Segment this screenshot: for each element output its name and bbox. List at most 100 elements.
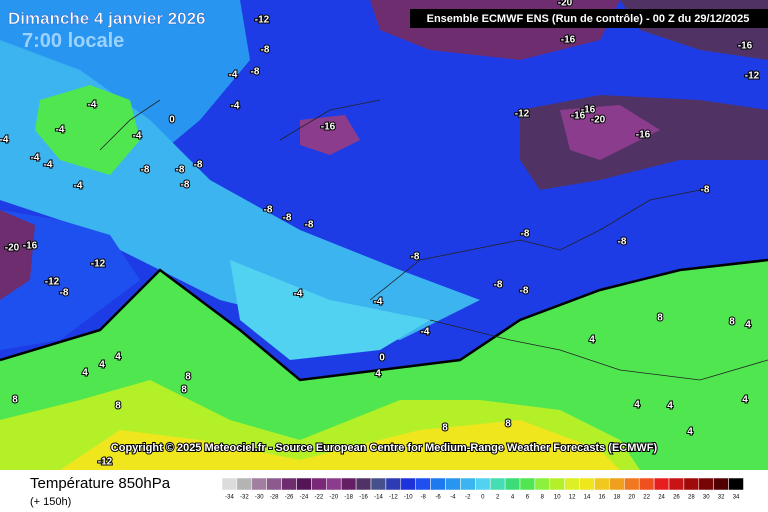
legend-cell [370, 477, 387, 491]
map-label: 4 [634, 400, 640, 411]
map-label: 0 [379, 353, 385, 364]
legend-cell [549, 477, 565, 491]
map-label: -20 [591, 115, 606, 126]
legend-tick-label: 4 [511, 495, 515, 501]
legend-tick-label: -32 [240, 495, 249, 501]
map-label: -8 [411, 252, 420, 263]
legend-tick-label: -14 [374, 495, 383, 501]
map-label: -8 [141, 165, 150, 176]
legend-tick-label: 0 [481, 495, 485, 501]
legend-cell [728, 477, 744, 491]
legend-cell [683, 477, 700, 491]
map-label: -8 [60, 288, 69, 299]
map-label: 4 [99, 360, 105, 371]
map-label: 8 [505, 419, 511, 430]
legend-tick-label: 22 [643, 495, 650, 501]
legend-tick-label: 24 [658, 495, 665, 501]
legend-cell [266, 477, 282, 491]
legend-cell [400, 477, 416, 491]
legend-tick-label: -30 [255, 495, 264, 501]
map-label: -16 [571, 111, 586, 122]
legend-cell [668, 477, 685, 491]
map-label: -4 [56, 125, 65, 136]
map-label: -8 [521, 229, 530, 240]
legend-cell [504, 477, 521, 491]
map-label: -20 [5, 243, 20, 254]
map-label: 4 [115, 352, 121, 363]
map-label: 4 [742, 395, 748, 406]
legend-tick-label: 32 [718, 495, 725, 501]
legend-cell [594, 477, 610, 491]
map-label: -8 [251, 67, 260, 78]
legend-cell [385, 477, 402, 491]
lead-time: (+ 150h) [30, 496, 71, 508]
legend-cell [519, 477, 536, 491]
map-label: -8 [494, 280, 503, 291]
map-label: 8 [115, 401, 121, 412]
legend-cell [311, 477, 327, 491]
map-label: 4 [745, 320, 751, 331]
legend-cell [281, 477, 297, 491]
legend-cell [236, 477, 253, 491]
legend-cell [340, 477, 357, 491]
map-label: 8 [185, 372, 191, 383]
legend-cell [430, 477, 446, 491]
legend-cell [698, 477, 714, 491]
parameter-title: Température 850hPa [30, 475, 171, 492]
legend-tick-label: -22 [315, 495, 324, 501]
map-label: -20 [558, 0, 573, 9]
legend-cell [609, 477, 625, 491]
legend-tick-label: 18 [614, 495, 621, 501]
legend-tick-label: 28 [688, 495, 695, 501]
legend-tick-label: -26 [285, 495, 294, 501]
legend-cell [445, 477, 461, 491]
map-label: -8 [283, 213, 292, 224]
map-label: -8 [305, 220, 314, 231]
map-label: -16 [636, 130, 651, 141]
legend-tick-label: -24 [300, 495, 309, 501]
legend-tick-label: 12 [569, 495, 576, 501]
legend-tick-label: -18 [344, 495, 353, 501]
map-label: 8 [729, 317, 735, 328]
legend-cell [355, 477, 372, 491]
map-label: 8 [657, 313, 663, 324]
legend-cell [624, 477, 640, 491]
legend-tick-label: -34 [225, 495, 234, 501]
map-label: -16 [561, 35, 576, 46]
map-label: 8 [442, 423, 448, 434]
map-label: 0 [169, 115, 175, 126]
legend-cell [713, 477, 729, 491]
legend-cell [460, 477, 476, 491]
map-label: -12 [45, 277, 60, 288]
map-label: -12 [745, 71, 760, 82]
legend-tick-label: 2 [496, 495, 500, 501]
map-label: -4 [231, 101, 240, 112]
map-label: -4 [294, 289, 303, 300]
legend-cell [638, 477, 655, 491]
map-label: -12 [98, 457, 113, 468]
legend-tick-label: -12 [389, 495, 398, 501]
map-label: -16 [738, 41, 753, 52]
legend-tick-label: -4 [450, 495, 456, 501]
legend-tick-label: -8 [420, 495, 426, 501]
map-label: -4 [88, 100, 97, 111]
map-label: -4 [374, 297, 383, 308]
legend-cell [221, 477, 238, 491]
map-label: -12 [255, 15, 270, 26]
copyright: Copyright © 2025 Meteociel.fr - Source E… [111, 442, 658, 454]
legend-tick-label: 26 [673, 495, 680, 501]
map-label: 8 [12, 395, 18, 406]
legend-tick-label: -28 [270, 495, 279, 501]
map-label: -4 [421, 327, 430, 338]
legend-tick-label: 30 [703, 495, 710, 501]
map-label: -16 [23, 241, 38, 252]
date-title: Dimanche 4 janvier 2026 [8, 9, 206, 28]
map-label: -4 [74, 181, 83, 192]
map-label: 4 [687, 427, 693, 438]
legend-cell [653, 477, 670, 491]
legend-cell [415, 477, 431, 491]
legend-cell [251, 477, 267, 491]
time-title: 7:00 locale [22, 30, 124, 52]
